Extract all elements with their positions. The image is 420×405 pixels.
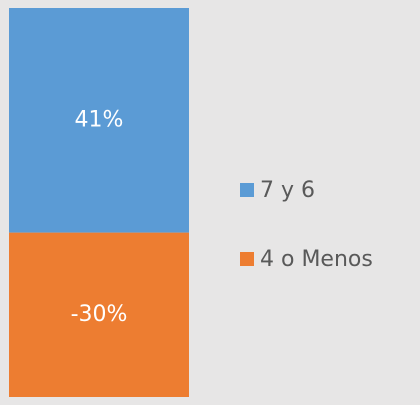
legend-swatch	[240, 252, 254, 266]
bar-segment	[9, 8, 189, 233]
bar-segment	[9, 232, 189, 397]
legend-label: 7 y 6	[260, 178, 315, 203]
legend-swatch	[240, 183, 254, 197]
legend-label: 4 o Menos	[260, 247, 373, 272]
data-label: -30%	[71, 302, 128, 327]
data-label: 41%	[75, 107, 124, 132]
